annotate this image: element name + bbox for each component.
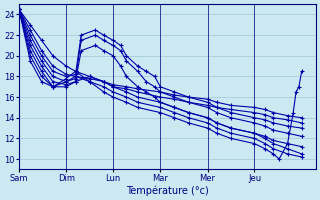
X-axis label: Température (°c): Température (°c) — [126, 185, 209, 196]
